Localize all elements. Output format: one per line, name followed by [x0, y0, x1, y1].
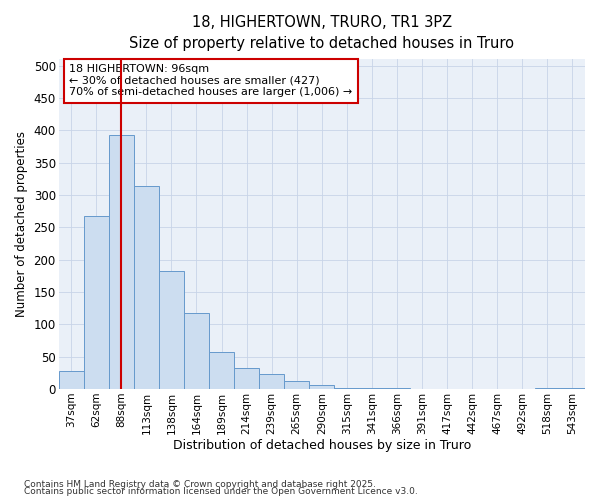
- Title: 18, HIGHERTOWN, TRURO, TR1 3PZ
Size of property relative to detached houses in T: 18, HIGHERTOWN, TRURO, TR1 3PZ Size of p…: [129, 15, 514, 51]
- Bar: [234, 368, 259, 389]
- X-axis label: Distribution of detached houses by size in Truro: Distribution of detached houses by size …: [173, 440, 471, 452]
- Bar: [209, 352, 234, 389]
- Bar: [284, 380, 309, 389]
- Bar: [59, 371, 83, 389]
- Bar: [385, 388, 410, 389]
- Bar: [359, 388, 385, 389]
- Bar: [334, 388, 359, 389]
- Bar: [83, 216, 109, 389]
- Text: Contains HM Land Registry data © Crown copyright and database right 2025.: Contains HM Land Registry data © Crown c…: [24, 480, 376, 489]
- Bar: [259, 374, 284, 389]
- Bar: [134, 186, 159, 389]
- Bar: [560, 388, 585, 389]
- Text: 18 HIGHERTOWN: 96sqm
← 30% of detached houses are smaller (427)
70% of semi-deta: 18 HIGHERTOWN: 96sqm ← 30% of detached h…: [69, 64, 352, 98]
- Y-axis label: Number of detached properties: Number of detached properties: [15, 131, 28, 317]
- Bar: [109, 136, 134, 389]
- Bar: [309, 384, 334, 389]
- Bar: [159, 272, 184, 389]
- Bar: [535, 388, 560, 389]
- Bar: [184, 312, 209, 389]
- Text: Contains public sector information licensed under the Open Government Licence v3: Contains public sector information licen…: [24, 488, 418, 496]
